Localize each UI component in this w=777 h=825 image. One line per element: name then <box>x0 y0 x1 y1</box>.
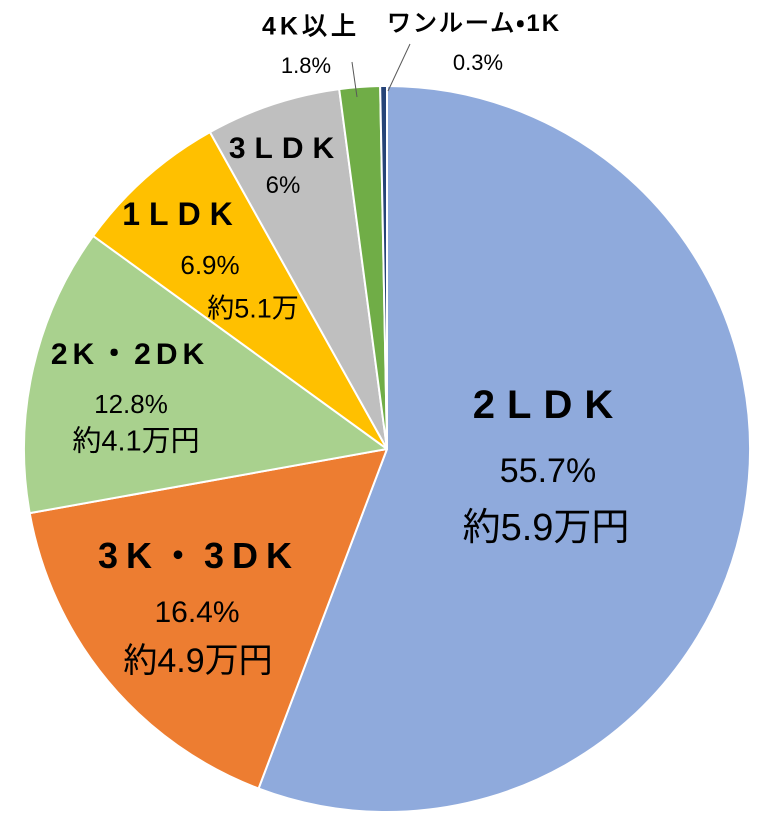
pie-slice-2k-2dk <box>23 234 388 515</box>
slice-label-2k-2dk-percent: 12.8% <box>94 389 168 419</box>
leader-line-one-room-1k <box>387 43 411 92</box>
slice-label-4k-plus-name: 4K以上 <box>262 12 360 41</box>
pie-slices <box>23 84 751 813</box>
slice-label-one-room-1k-name: ワンルーム・1K <box>386 10 562 37</box>
slice-label-one-room-1k-percent: 0.3% <box>452 50 504 75</box>
slice-label-1ldk-rent: 約5.1万 <box>207 293 299 324</box>
leader-line-4k-plus <box>351 61 358 98</box>
slice-label-1ldk-name: 1LDK <box>122 196 242 232</box>
slice-label-3ldk-name: 3LDK <box>228 132 344 165</box>
slice-label-2ldk-rent: 約5.9万円 <box>462 507 630 549</box>
slice-label-2k-2dk-rent: 約4.1万円 <box>72 425 200 458</box>
slice-label-2ldk-name: 2LDK <box>472 383 626 427</box>
slice-label-3ldk-percent: 6% <box>265 172 301 199</box>
slice-label-3k-3dk-percent: 16.4% <box>154 596 240 629</box>
pie-slice-1ldk <box>92 131 388 450</box>
slice-label-3k-3dk-rent: 約4.9万円 <box>123 642 273 680</box>
pie-slice-2ldk <box>257 85 751 813</box>
slice-label-2ldk-percent: 55.7% <box>499 452 597 490</box>
slice-label-1ldk-percent: 6.9% <box>180 250 240 280</box>
slice-label-4k-plus-percent: 1.8% <box>280 53 332 78</box>
slice-label-2k-2dk-name: 2K・2DK <box>50 338 210 371</box>
pie-slice-one-room-1k <box>379 84 388 450</box>
pie-slice-3ldk <box>208 88 388 450</box>
slice-label-3k-3dk-name: 3K・3DK <box>97 535 301 576</box>
pie-slice-3k-3dk <box>28 448 388 790</box>
